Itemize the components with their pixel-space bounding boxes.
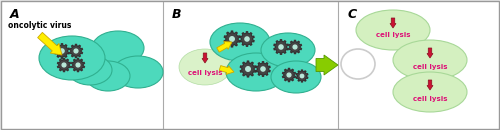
Polygon shape [256, 62, 270, 76]
FancyArrow shape [202, 53, 208, 63]
Polygon shape [62, 63, 66, 67]
Ellipse shape [86, 61, 130, 91]
Polygon shape [76, 63, 80, 67]
Ellipse shape [92, 31, 144, 65]
Ellipse shape [271, 61, 321, 93]
Polygon shape [58, 58, 70, 72]
Polygon shape [74, 49, 78, 53]
FancyArrow shape [38, 32, 62, 55]
Text: C: C [348, 8, 357, 21]
Polygon shape [224, 31, 240, 47]
Polygon shape [300, 74, 304, 78]
Text: oncolytic virus: oncolytic virus [8, 21, 72, 30]
Ellipse shape [226, 53, 286, 91]
Text: A: A [10, 8, 20, 21]
Text: cell lysis: cell lysis [376, 32, 410, 38]
Polygon shape [240, 61, 256, 77]
Text: cell lysis: cell lysis [412, 96, 447, 102]
Polygon shape [279, 45, 283, 49]
Polygon shape [282, 68, 296, 82]
FancyArrow shape [316, 55, 338, 75]
FancyArrow shape [220, 66, 234, 74]
Polygon shape [240, 32, 254, 46]
Polygon shape [245, 37, 249, 41]
Polygon shape [274, 40, 288, 54]
Polygon shape [55, 44, 69, 58]
Polygon shape [60, 49, 64, 53]
Ellipse shape [179, 49, 231, 85]
Polygon shape [261, 67, 265, 71]
FancyArrow shape [217, 42, 232, 52]
Polygon shape [70, 44, 82, 58]
Ellipse shape [261, 33, 315, 67]
Ellipse shape [210, 23, 270, 61]
Polygon shape [230, 37, 234, 41]
Polygon shape [246, 67, 250, 71]
Polygon shape [293, 45, 297, 49]
Ellipse shape [356, 10, 430, 50]
FancyArrow shape [427, 48, 433, 58]
Ellipse shape [113, 56, 163, 88]
Text: cell lysis: cell lysis [188, 70, 222, 76]
Polygon shape [288, 40, 302, 54]
FancyArrow shape [390, 18, 396, 28]
Polygon shape [287, 73, 291, 77]
Polygon shape [72, 58, 85, 72]
Ellipse shape [393, 72, 467, 112]
Text: cell lysis: cell lysis [412, 64, 447, 70]
Ellipse shape [68, 55, 112, 85]
Ellipse shape [393, 40, 467, 80]
FancyArrow shape [427, 80, 433, 90]
Polygon shape [296, 70, 308, 82]
Text: B: B [172, 8, 182, 21]
Ellipse shape [39, 36, 105, 80]
